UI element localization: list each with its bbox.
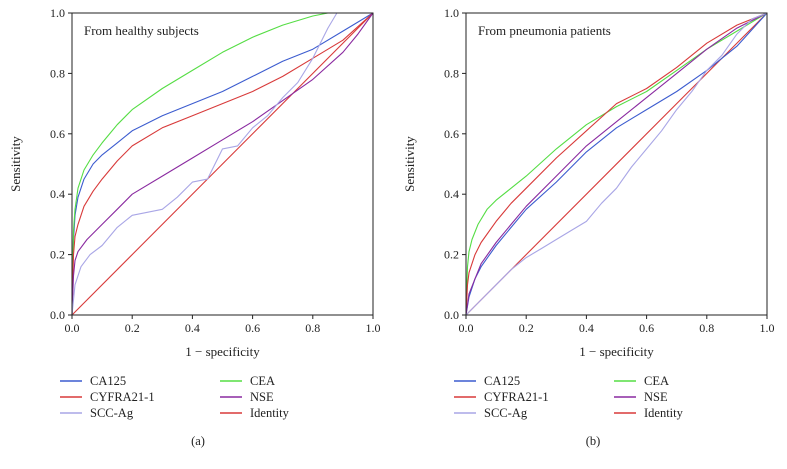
- legend-label: NSE: [644, 390, 668, 404]
- x-tick-label: 0.4: [185, 321, 200, 335]
- x-tick-label: 0.6: [639, 321, 654, 335]
- y-tick-label: 0.0: [50, 308, 65, 322]
- y-tick-label: 0.4: [50, 187, 65, 201]
- x-tick-label: 1.0: [760, 321, 775, 335]
- y-tick-label: 0.2: [50, 248, 65, 262]
- plot-frame: [71, 12, 374, 316]
- x-tick-label: 1.0: [366, 321, 381, 335]
- legend-label: Identity: [644, 406, 684, 420]
- roc-curve-cyfra21-1: [465, 12, 768, 316]
- x-tick-label: 0.0: [459, 321, 474, 335]
- y-axis-label: Sensitivity: [8, 136, 23, 192]
- x-tick-label: 0.2: [519, 321, 534, 335]
- roc-curve-identity: [465, 12, 768, 316]
- x-tick-label: 0.4: [579, 321, 594, 335]
- legend-label: CEA: [250, 374, 275, 388]
- legend-label: CA125: [90, 374, 126, 388]
- legend-label: CYFRA21-1: [90, 390, 155, 404]
- roc-curve-scc-ag: [465, 12, 768, 316]
- roc-curve-identity: [71, 12, 374, 316]
- y-tick-label: 0.6: [444, 127, 459, 141]
- legend-label: SCC-Ag: [484, 406, 528, 420]
- panel-title: From pneumonia patients: [478, 23, 611, 38]
- y-tick-label: 0.6: [50, 127, 65, 141]
- y-tick-label: 1.0: [50, 6, 65, 20]
- panel-caption: (b): [586, 434, 601, 448]
- roc-curve-nse: [71, 12, 374, 316]
- legend-label: NSE: [250, 390, 274, 404]
- y-tick-label: 0.2: [444, 248, 459, 262]
- x-tick-label: 0.8: [699, 321, 714, 335]
- roc-curve-ca125: [71, 12, 374, 316]
- x-tick-label: 0.0: [65, 321, 80, 335]
- roc-panel-b: 0.0 0.2 0.4 0.6 0.8 1.0 0.0 0.2 0.4 0.6 0.8 1.0 From…: [402, 6, 775, 448]
- legend-label: CA125: [484, 374, 520, 388]
- plot-frame: [465, 12, 768, 316]
- roc-curve-cea: [465, 12, 768, 316]
- legend-label: SCC-Ag: [90, 406, 134, 420]
- panel-caption: (a): [191, 434, 205, 448]
- legend: CA125 CEA CYFRA21-1 NSE SCC-Ag Identity: [454, 374, 684, 420]
- legend-label: Identity: [250, 406, 290, 420]
- x-tick-label: 0.2: [125, 321, 140, 335]
- y-tick-label: 0.0: [444, 308, 459, 322]
- x-axis-label: 1 − specificity: [579, 344, 654, 359]
- y-tick-label: 1.0: [444, 6, 459, 20]
- legend-label: CYFRA21-1: [484, 390, 549, 404]
- panel-title: From healthy subjects: [84, 23, 199, 38]
- roc-panel-a: 0.0 0.2 0.4 0.6 0.8 1.0 0.0 0.2 0.4 0.6 0.8 1.0 From…: [8, 6, 381, 448]
- y-tick-label: 0.4: [444, 187, 459, 201]
- roc-curve-nse: [465, 12, 768, 316]
- y-tick-label: 0.8: [50, 66, 65, 80]
- x-axis-label: 1 − specificity: [185, 344, 260, 359]
- legend-label: CEA: [644, 374, 669, 388]
- x-tick-label: 0.6: [245, 321, 260, 335]
- roc-curve-cyfra21-1: [71, 12, 374, 316]
- y-tick-label: 0.8: [444, 66, 459, 80]
- y-axis-label: Sensitivity: [402, 136, 417, 192]
- legend: CA125 CEA CYFRA21-1 NSE SCC-Ag Identity: [60, 374, 290, 420]
- roc-curve-cea: [71, 12, 373, 316]
- roc-curve-scc-ag: [71, 12, 373, 316]
- x-tick-label: 0.8: [305, 321, 320, 335]
